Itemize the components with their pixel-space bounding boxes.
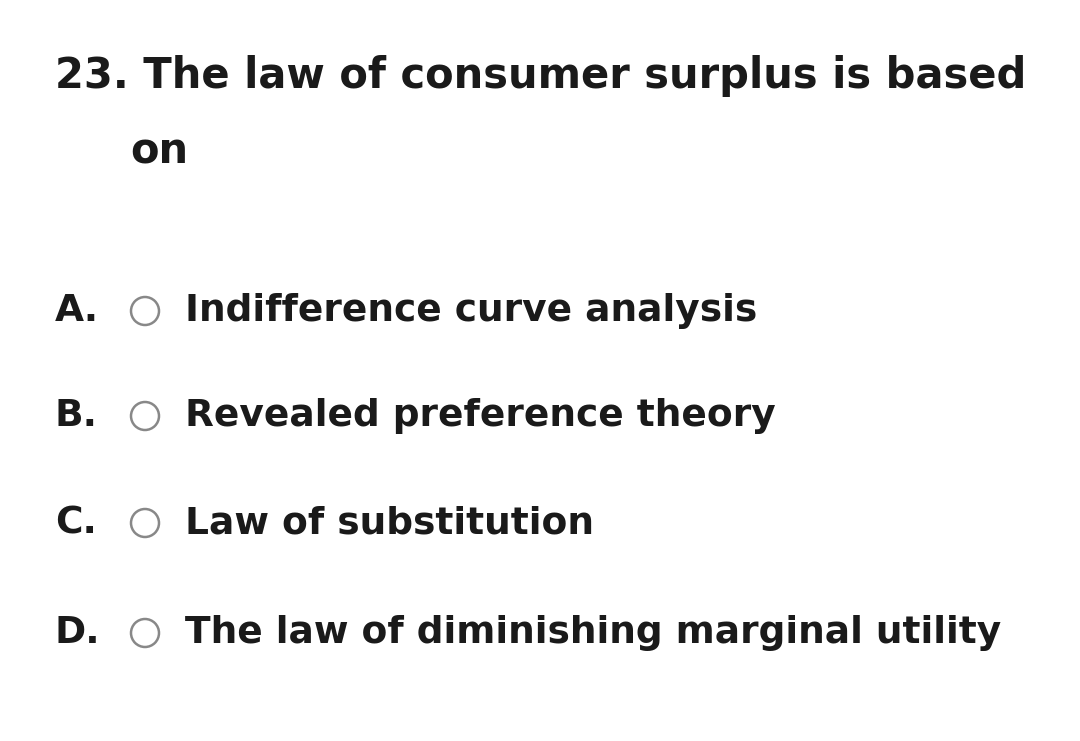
Text: The law of diminishing marginal utility: The law of diminishing marginal utility bbox=[185, 615, 1001, 651]
Text: A.: A. bbox=[55, 293, 99, 329]
Text: D.: D. bbox=[55, 615, 100, 651]
Text: 23. The law of consumer surplus is based: 23. The law of consumer surplus is based bbox=[55, 55, 1026, 97]
Text: Law of substitution: Law of substitution bbox=[185, 505, 594, 541]
Text: Indifference curve analysis: Indifference curve analysis bbox=[185, 293, 757, 329]
Text: Revealed preference theory: Revealed preference theory bbox=[185, 398, 775, 434]
Text: C.: C. bbox=[55, 505, 97, 541]
Text: B.: B. bbox=[55, 398, 98, 434]
Text: on: on bbox=[130, 130, 188, 172]
